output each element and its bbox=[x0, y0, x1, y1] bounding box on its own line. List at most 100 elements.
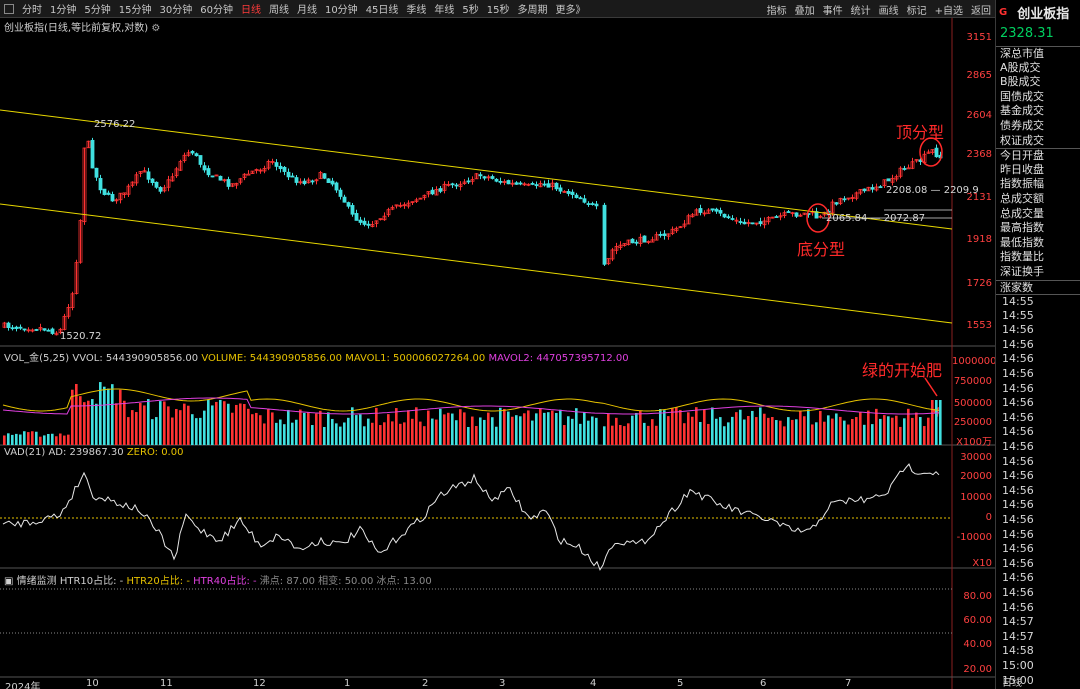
volume-tick-label: 500000 bbox=[953, 398, 992, 409]
toolbar-menu-item[interactable]: 事件 bbox=[822, 5, 843, 17]
tick-time: 14:56 bbox=[1002, 454, 1034, 468]
volume-bar bbox=[207, 399, 210, 445]
candle-body bbox=[726, 216, 731, 219]
candle-body bbox=[466, 180, 471, 183]
window-icon[interactable] bbox=[4, 3, 14, 14]
period-tab[interactable]: 更多》 bbox=[555, 5, 586, 16]
settings-icon[interactable]: ⚙ bbox=[151, 23, 161, 34]
volume-bar bbox=[283, 424, 286, 445]
candle-body bbox=[50, 328, 55, 334]
volume-bar bbox=[527, 410, 530, 445]
candle-body bbox=[2, 322, 7, 328]
quote-field-label: 指数量比 bbox=[1000, 250, 1044, 264]
quote-field-label: 深总市值 bbox=[996, 46, 1080, 61]
volume-bar bbox=[775, 420, 778, 445]
period-tab[interactable]: 年线 bbox=[434, 5, 455, 16]
candle-body bbox=[570, 191, 575, 195]
volume-bar bbox=[707, 423, 710, 445]
volume-bar bbox=[227, 403, 230, 445]
period-tab[interactable]: 分时 bbox=[22, 5, 42, 16]
volume-annotation: 绿的开始肥 bbox=[862, 361, 943, 380]
index-name: 创业板指 bbox=[1017, 6, 1070, 22]
volume-bar bbox=[219, 399, 222, 445]
candle-body bbox=[534, 184, 539, 187]
period-tab[interactable]: 10分钟 bbox=[324, 5, 358, 16]
period-tab[interactable]: 多周期 bbox=[517, 5, 548, 16]
volume-bar bbox=[431, 418, 434, 445]
volume-bar bbox=[59, 433, 62, 445]
tick-time: 14:56 bbox=[1002, 367, 1034, 381]
candle-body bbox=[94, 167, 99, 178]
candle-body bbox=[390, 206, 395, 210]
toolbar-menu-item[interactable]: 统计 bbox=[850, 5, 871, 17]
volume-bar bbox=[851, 418, 854, 445]
volume-bar bbox=[711, 407, 714, 445]
candle-body bbox=[30, 329, 35, 332]
period-tab[interactable]: 日线 bbox=[240, 5, 261, 16]
period-tab[interactable]: 月线 bbox=[296, 5, 317, 16]
mavol2-line bbox=[2, 397, 940, 415]
candle-body bbox=[70, 293, 75, 308]
toolbar-menu-item[interactable]: 指标 bbox=[766, 5, 787, 17]
period-tab[interactable]: 季线 bbox=[406, 5, 427, 16]
volume-bar bbox=[831, 418, 834, 445]
vad-tick-label: 30000 bbox=[960, 452, 992, 463]
candle-body bbox=[234, 182, 239, 186]
vad-tick-label: 20000 bbox=[960, 471, 992, 482]
candle-body bbox=[754, 222, 759, 225]
period-tab[interactable]: 周线 bbox=[268, 5, 289, 16]
period-tab[interactable]: 5秒 bbox=[462, 5, 479, 16]
volume-bar bbox=[499, 407, 502, 445]
volume-bar bbox=[539, 408, 542, 445]
toolbar-menu-item[interactable]: 返回 bbox=[971, 5, 991, 17]
stock-chart-area[interactable] bbox=[0, 18, 995, 689]
tick-time: 14:55 bbox=[1002, 308, 1034, 322]
candle-body bbox=[218, 175, 223, 181]
tick-time: 14:56 bbox=[1002, 396, 1034, 410]
period-tab[interactable]: 60分钟 bbox=[200, 5, 233, 16]
quote-field-label: 最高指数 bbox=[1000, 221, 1044, 235]
volume-bar bbox=[111, 384, 114, 445]
candle-body bbox=[714, 208, 719, 212]
volume-bar bbox=[827, 415, 830, 445]
period-tab[interactable]: 5分钟 bbox=[84, 5, 111, 16]
candle-body bbox=[178, 161, 183, 171]
toolbar-menu-item[interactable]: 叠加 bbox=[794, 5, 815, 17]
candle-body bbox=[898, 167, 903, 177]
candle-body bbox=[386, 209, 391, 216]
toolbar-menu-item[interactable]: 标记 bbox=[906, 5, 927, 17]
volume-bar bbox=[667, 416, 670, 445]
candle-body bbox=[134, 174, 139, 184]
volume-bar bbox=[287, 409, 290, 445]
period-tab[interactable]: 1分钟 bbox=[50, 5, 77, 16]
candle-body bbox=[854, 192, 859, 199]
candle-body bbox=[734, 219, 739, 222]
tick-time: 14:56 bbox=[1002, 323, 1034, 337]
volume-bar bbox=[575, 408, 578, 445]
mid-price-tag: 2065.84 — 2072.87 bbox=[826, 213, 926, 224]
volume-bar bbox=[799, 411, 802, 445]
candle-body bbox=[762, 220, 767, 226]
period-tab[interactable]: 45日线 bbox=[365, 5, 399, 16]
candle-body bbox=[122, 192, 127, 195]
candle-body bbox=[394, 204, 399, 207]
volume-bar bbox=[127, 417, 130, 445]
candle-body bbox=[42, 328, 47, 331]
candle-body bbox=[370, 224, 375, 227]
volume-bar bbox=[695, 407, 698, 445]
candle-body bbox=[494, 178, 499, 182]
period-tab[interactable]: 30分钟 bbox=[159, 5, 193, 16]
high-price-label: 2576.22 bbox=[94, 119, 136, 130]
toolbar-menu-item[interactable]: 画线 bbox=[878, 5, 899, 17]
volume-bar bbox=[119, 389, 122, 445]
period-tab[interactable]: 15秒 bbox=[486, 5, 510, 16]
candle-body bbox=[454, 184, 459, 187]
candle-body bbox=[410, 201, 415, 204]
tick-time: 14:56 bbox=[1002, 556, 1034, 570]
volume-bar bbox=[791, 419, 794, 445]
candle-body bbox=[590, 203, 595, 205]
volume-bar bbox=[459, 409, 462, 445]
period-tab[interactable]: 15分钟 bbox=[118, 5, 152, 16]
volume-bar bbox=[823, 421, 826, 445]
toolbar-menu-item[interactable]: +自选 bbox=[934, 5, 963, 17]
